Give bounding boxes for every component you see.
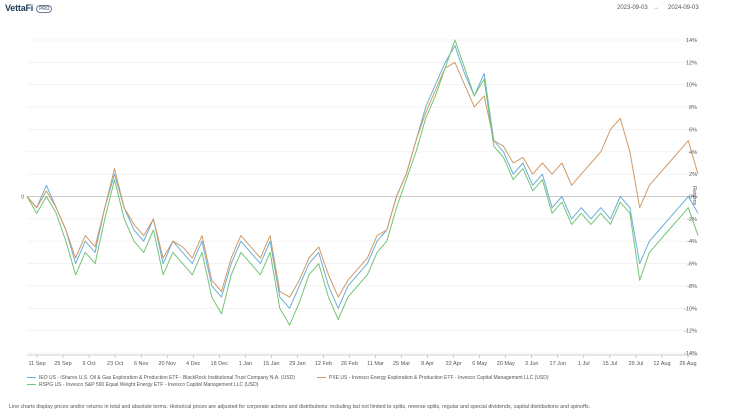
x-tick-label: 1 Jan (239, 361, 252, 367)
x-tick-label: 29 Jan (289, 361, 306, 367)
y-axis-label: Returns (691, 186, 697, 206)
legend-label-rspg: RSPG US - Invesco S&P 500 Equal Weight E… (39, 382, 259, 388)
x-tick-label: 17 Jun (550, 361, 567, 367)
x-tick-label: 15 Jul (603, 361, 618, 367)
y-zero-left-label: 0 (21, 195, 24, 201)
y-tick-label: -8% (687, 284, 697, 290)
series-line-1 (26, 61, 699, 298)
end-date[interactable]: 2024-09-03 (668, 5, 699, 11)
legend-label-pxe: PXE US - Invesco Energy Exploration & Pr… (329, 375, 549, 381)
x-tick-label: 22 Apr (446, 361, 462, 367)
x-tick-label: 11 Mar (367, 361, 384, 367)
logo-text: VettaFi (5, 3, 34, 13)
x-tick-label: 15 Jan (263, 361, 280, 367)
series-line-2 (26, 39, 699, 326)
pro-badge: PRO (36, 4, 53, 13)
x-tick-label: 6 Nov (134, 361, 149, 367)
legend-item-pxe[interactable]: PXE US - Invesco Energy Exploration & Pr… (317, 375, 549, 382)
y-tick-label: 6% (689, 127, 697, 133)
x-tick-label: 20 Nov (158, 361, 176, 367)
y-tick-label: -12% (684, 329, 697, 335)
x-tick-label: 12 Aug (653, 361, 670, 367)
x-tick-label: 11 Sep (28, 361, 45, 367)
x-tick-label: 26 Feb (341, 361, 358, 367)
x-tick-label: 3 Jun (525, 361, 538, 367)
y-tick-label: 0% (689, 195, 697, 201)
x-tick-label: 25 Mar (393, 361, 410, 367)
series-line-0 (26, 45, 699, 309)
y-tick-label: 4% (689, 150, 697, 156)
x-tick-label: 9 Oct (83, 361, 97, 367)
legend-item-ieo[interactable]: IEO US - iShares U.S. Oil & Gas Explorat… (27, 375, 295, 382)
x-tick-label: 25 Sep (54, 361, 71, 367)
legend-swatch-pxe (317, 376, 326, 379)
date-arrow-icon: → (653, 5, 659, 11)
y-tick-label: 10% (686, 83, 697, 89)
y-tick-label: 14% (686, 38, 697, 44)
legend-swatch-ieo (27, 376, 36, 379)
x-tick-label: 20 May (497, 361, 515, 367)
x-tick-label: 4 Dec (186, 361, 201, 367)
y-tick-label: 8% (689, 105, 697, 111)
x-tick-label: 26 Aug (679, 361, 696, 367)
x-tick-label: 8 Apr (421, 361, 434, 367)
legend-item-rspg[interactable]: RSPG US - Invesco S&P 500 Equal Weight E… (27, 382, 258, 389)
x-tick-label: 18 Dec (211, 361, 229, 367)
vettafi-logo[interactable]: VettaFi PRO (5, 3, 53, 13)
y-tick-label: 12% (686, 60, 697, 66)
y-tick-label: -14% (684, 351, 697, 357)
x-tick-label: 12 Feb (315, 361, 332, 367)
x-tick-label: 29 Jul (629, 361, 644, 367)
footnote: Line charts display prices and/or return… (9, 404, 591, 410)
y-tick-label: -10% (684, 306, 697, 312)
x-tick-label: 6 May (472, 361, 487, 367)
x-tick-label: 23 Oct (107, 361, 124, 367)
legend-label-ieo: IEO US - iShares U.S. Oil & Gas Explorat… (39, 375, 295, 381)
header: VettaFi PRO 2023-09-03 → 2024-09-03 (0, 0, 750, 18)
x-tick-label: 1 Jul (578, 361, 590, 367)
legend-swatch-rspg (27, 383, 36, 386)
y-tick-label: -4% (687, 239, 697, 245)
y-tick-label: -6% (687, 262, 697, 268)
start-date[interactable]: 2023-09-03 (617, 5, 648, 11)
y-tick-label: 2% (689, 172, 697, 178)
